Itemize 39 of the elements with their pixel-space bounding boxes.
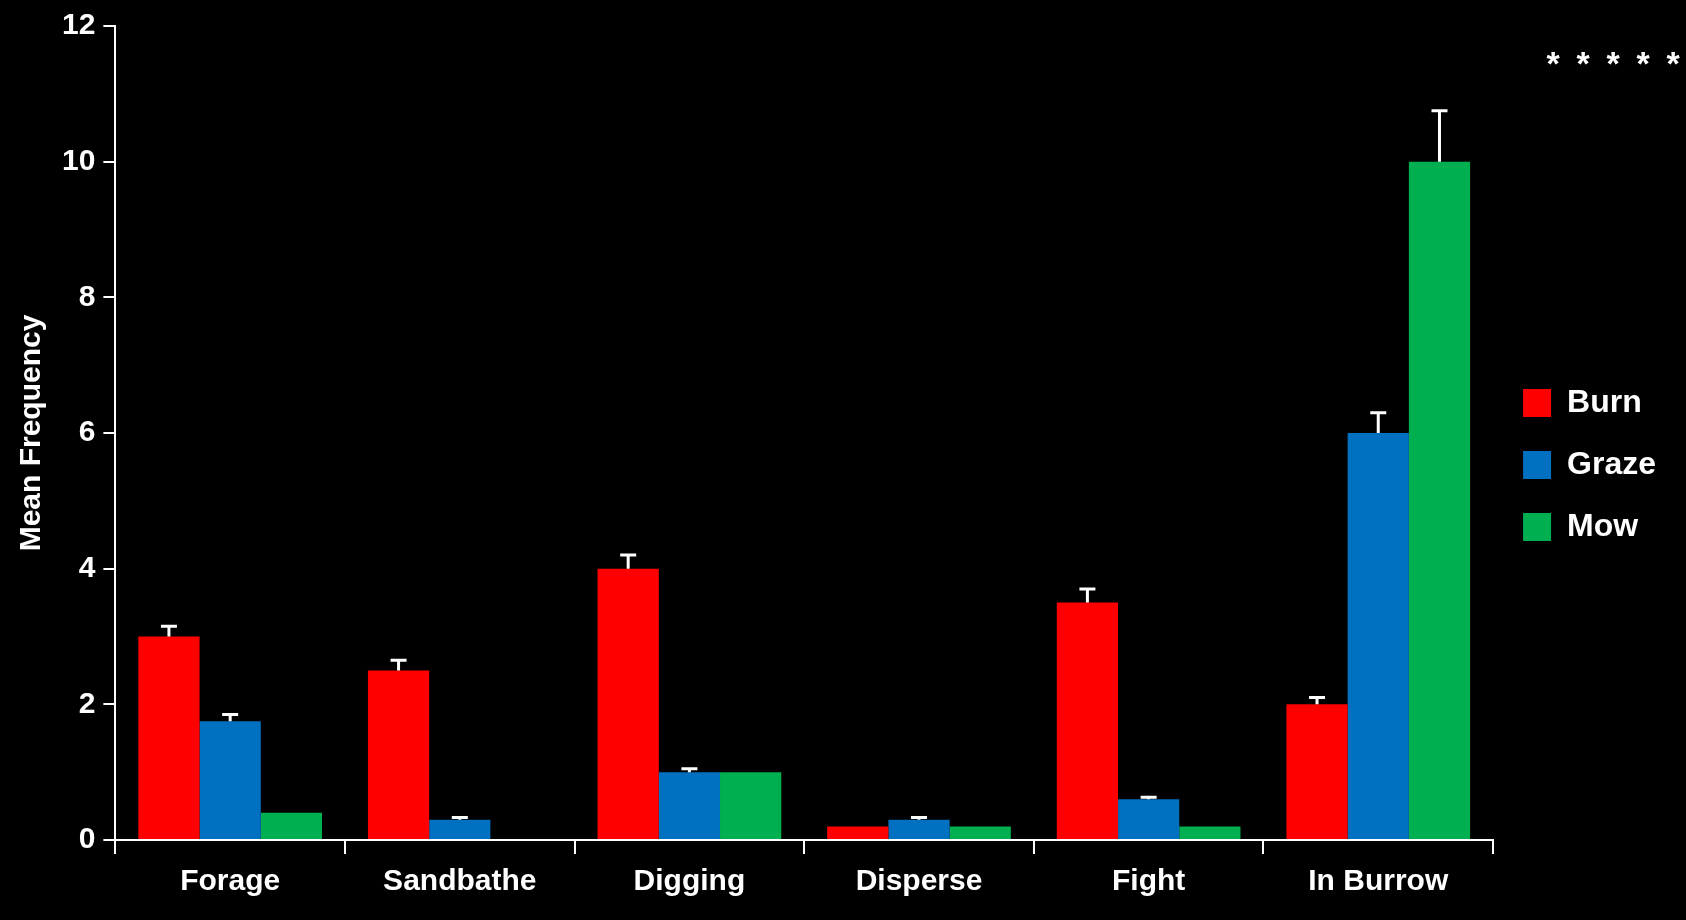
bar: [1056, 602, 1119, 839]
y-axis-title: Mean Frequency: [13, 314, 47, 552]
text: *: [1546, 44, 1561, 83]
y-tick-label: 0: [78, 821, 96, 855]
bar: [367, 670, 430, 839]
text: *: [1606, 44, 1621, 83]
bar: [658, 772, 721, 839]
legend-label: Graze: [1567, 444, 1656, 481]
bar: [1179, 826, 1241, 839]
legend-label: Burn: [1567, 382, 1642, 419]
text: *: [1576, 44, 1591, 83]
y-tick-label: 10: [61, 142, 96, 176]
y-tick-label: 8: [78, 278, 96, 312]
bar: [827, 826, 889, 839]
x-tick-label: Forage: [180, 863, 281, 897]
bar: [138, 636, 200, 839]
bar: [199, 721, 261, 839]
legend-label: Mow: [1567, 506, 1639, 543]
bar: [597, 568, 659, 839]
bar: [1286, 704, 1348, 839]
y-tick-label: 12: [61, 7, 96, 41]
x-tick-label: Sandbathe: [383, 863, 537, 897]
text: *: [1666, 44, 1681, 83]
bar: [429, 819, 491, 839]
bar: [949, 826, 1011, 839]
y-tick-label: 2: [78, 685, 96, 719]
bar: [1408, 161, 1471, 839]
x-tick-label: Fight: [1111, 863, 1186, 897]
x-tick-label: Digging: [633, 863, 746, 897]
bar: [1347, 433, 1409, 839]
x-tick-label: In Burrow: [1308, 863, 1449, 897]
y-tick-label: 6: [78, 414, 96, 448]
text: *: [1636, 44, 1651, 83]
bar: [260, 812, 323, 839]
bar: [1118, 799, 1180, 839]
y-tick-label: 4: [78, 549, 96, 583]
bar: [720, 772, 782, 839]
x-tick-label: Disperse: [855, 863, 983, 897]
bar: [888, 819, 950, 839]
